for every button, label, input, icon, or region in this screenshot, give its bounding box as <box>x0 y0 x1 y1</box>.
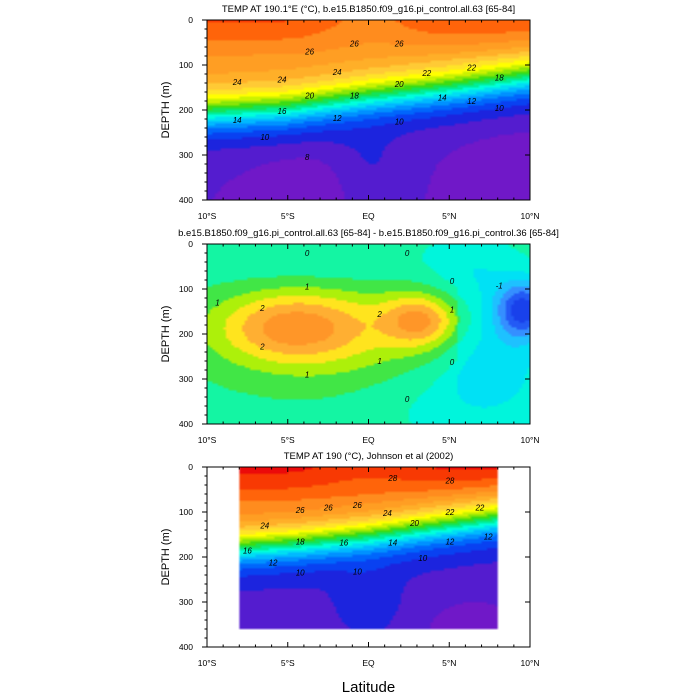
x-tick-label: 10°S <box>198 211 217 221</box>
x-tick-label: EQ <box>362 211 375 221</box>
contour-label: 22 <box>444 508 454 517</box>
y-axis-label: DEPTH (m) <box>160 82 172 139</box>
contour-label: 10 <box>353 567 362 576</box>
y-tick-label: 0 <box>188 462 193 472</box>
contour-label: 10 <box>418 554 427 563</box>
contour-label: 18 <box>350 92 359 101</box>
y-axis-label: DEPTH (m) <box>160 529 172 586</box>
panel-3: 10°S 5°S EQ 5°N 10°N 0 100 200 300 400 TEMP AT 190… <box>160 451 540 696</box>
y-tick-label: 100 <box>179 284 193 294</box>
contour-label: 24 <box>277 75 287 84</box>
contour-label: 16 <box>339 539 348 548</box>
chart-title: b.e15.B1850.f09_g16.pi_control.all.63 [6… <box>178 228 559 239</box>
contour-label: 16 <box>243 547 252 556</box>
contour-label: 22 <box>466 64 476 73</box>
contour-label: 0 <box>450 358 455 367</box>
chart-title: TEMP AT 190 (°C), Johnson et al (2002) <box>284 451 454 462</box>
contour-label: 26 <box>352 501 362 510</box>
contour-label: -1 <box>496 281 503 290</box>
x-tick-label: EQ <box>362 435 375 445</box>
contour-label: 22 <box>474 504 484 513</box>
contour-label: 28 <box>444 477 454 486</box>
x-tick-label: 5°N <box>442 435 456 445</box>
contour-label: 1 <box>215 299 219 308</box>
contour-label: 26 <box>323 504 333 513</box>
contour-label: 2 <box>259 304 265 313</box>
contour-label: 20 <box>304 92 314 101</box>
contour-label: 12 <box>333 114 342 123</box>
y-tick-label: 200 <box>179 329 193 339</box>
contour-label: 24 <box>232 78 242 87</box>
x-tick-label: 10°N <box>521 435 540 445</box>
contour-label: 1 <box>377 357 381 366</box>
contour-label: 24 <box>332 68 342 77</box>
contour-label: 16 <box>278 107 287 116</box>
contour-label: 24 <box>382 509 392 518</box>
y-tick-label: 400 <box>179 419 193 429</box>
contour-label: 26 <box>394 39 404 48</box>
contour-label: 10 <box>260 133 269 142</box>
contour-label: 2 <box>376 310 382 319</box>
contour-label: 20 <box>409 519 419 528</box>
panel-2: 10°S 5°S EQ 5°N 10°N0100200300400b.e15.B1850… <box>160 228 559 445</box>
y-tick-label: 200 <box>179 552 193 562</box>
contour-label: 26 <box>349 39 359 48</box>
y-tick-label: 400 <box>179 642 193 652</box>
x-tick-label: 5°N <box>442 658 456 668</box>
x-tick-label: EQ <box>362 658 375 668</box>
contour-label: 18 <box>495 74 504 83</box>
y-tick-label: 300 <box>179 597 193 607</box>
contour-label: 24 <box>259 522 269 531</box>
x-tick-label: 10°N <box>521 211 540 221</box>
contour-label: 12 <box>467 97 476 106</box>
contour-label: 12 <box>445 538 454 547</box>
contour-label: 14 <box>438 93 447 102</box>
y-tick-label: 300 <box>179 150 193 160</box>
contour-label: 12 <box>484 532 493 541</box>
contour-label: 20 <box>394 80 404 89</box>
y-tick-label: 0 <box>188 15 193 25</box>
contour-label: 0 <box>405 395 410 404</box>
contour-fill-2 <box>207 244 530 424</box>
x-tick-label: 5°N <box>442 211 456 221</box>
contour-label: 0 <box>305 249 310 258</box>
y-tick-label: 200 <box>179 105 193 115</box>
contour-label: 14 <box>233 116 242 125</box>
x-tick-label: 5°S <box>281 435 295 445</box>
contour-fill-3 <box>207 467 530 647</box>
y-tick-label: 100 <box>179 60 193 70</box>
y-axis-label: DEPTH (m) <box>160 306 172 363</box>
contour-label: 8 <box>305 153 310 162</box>
x-tick-label: 5°S <box>281 211 295 221</box>
x-tick-label: 10°S <box>198 658 217 668</box>
contour-label: 26 <box>304 48 314 57</box>
contour-label: 26 <box>295 506 305 515</box>
contour-label: 28 <box>387 474 397 483</box>
contour-label: 1 <box>305 282 309 291</box>
contour-label: 2 <box>259 343 265 352</box>
x-tick-label: 10°N <box>521 658 540 668</box>
chart-title: TEMP AT 190.1°E (°C), b.e15.B1850.f09_g1… <box>222 4 515 15</box>
contour-label: 18 <box>296 538 305 547</box>
contour-label: 22 <box>421 69 431 78</box>
contour-label: 10 <box>495 104 504 113</box>
y-tick-label: 400 <box>179 195 193 205</box>
contour-label: 10 <box>296 568 305 577</box>
y-tick-label: 0 <box>188 239 193 249</box>
contour-label: 0 <box>405 249 410 258</box>
y-tick-label: 300 <box>179 374 193 384</box>
x-axis-label: Latitude <box>342 679 395 696</box>
contour-label: 0 <box>450 277 455 286</box>
panel-1: 10°S 5°S EQ 5°N 10°N 0 100 200 300 400 TEMP AT 190… <box>160 4 540 221</box>
contour-label: 1 <box>450 306 454 315</box>
x-tick-label: 10°S <box>198 435 217 445</box>
contour-fill-1 <box>207 20 530 200</box>
contour-label: 12 <box>269 558 278 567</box>
y-tick-label: 100 <box>179 507 193 517</box>
contour-label: 10 <box>395 118 404 127</box>
contour-label: 1 <box>305 371 309 380</box>
contour-label: 14 <box>388 539 397 548</box>
x-tick-label: 5°S <box>281 658 295 668</box>
